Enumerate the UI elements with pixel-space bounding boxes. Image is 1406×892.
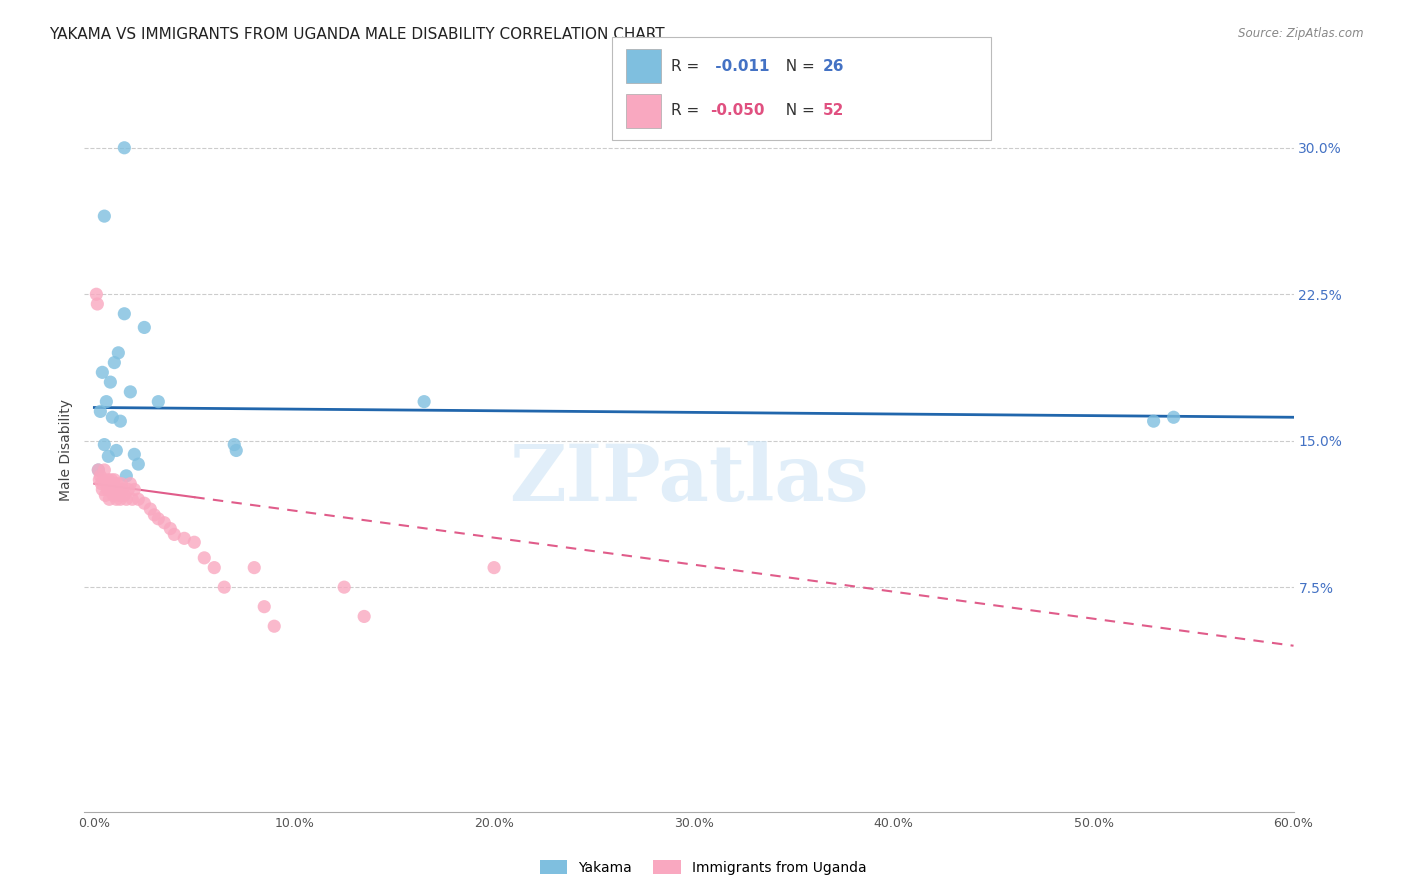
Point [91, 365, 114, 379]
Point [112, 307, 135, 321]
Point [105, 443, 128, 458]
Point [94, 488, 117, 502]
Text: N =: N = [776, 103, 820, 118]
Point [98, 492, 121, 507]
Point [148, 394, 170, 409]
Legend: Yakama, Immigrants from Uganda: Yakama, Immigrants from Uganda [534, 855, 872, 880]
Point [124, 483, 146, 497]
Point [96, 483, 118, 497]
Text: 26: 26 [823, 59, 844, 73]
Point [105, 476, 128, 491]
Point [121, 492, 143, 507]
Point [96, 394, 118, 409]
Point [117, 483, 139, 497]
Point [112, 488, 135, 502]
Point [263, 619, 285, 633]
Point [90, 476, 112, 491]
Point [482, 560, 505, 574]
Point [93, 209, 115, 223]
Point [89, 473, 111, 487]
Point [107, 346, 129, 360]
Text: -0.011: -0.011 [710, 59, 769, 73]
Point [124, 447, 146, 461]
Point [111, 483, 134, 497]
Point [93, 473, 115, 487]
Point [225, 443, 247, 458]
Text: R =: R = [671, 59, 704, 73]
Point [112, 141, 135, 155]
Point [159, 522, 181, 536]
Text: -0.050: -0.050 [710, 103, 765, 118]
Point [127, 457, 149, 471]
Text: N =: N = [776, 59, 820, 73]
Point [98, 375, 121, 389]
Point [1163, 410, 1185, 425]
Point [101, 410, 124, 425]
Point [120, 476, 142, 491]
Point [105, 492, 128, 507]
Point [110, 414, 132, 428]
Point [115, 492, 138, 507]
Point [86, 297, 108, 311]
Point [89, 468, 111, 483]
Point [96, 476, 118, 491]
Text: ZIPatlas: ZIPatlas [509, 442, 869, 517]
Point [120, 384, 142, 399]
Point [101, 476, 124, 491]
Point [148, 512, 170, 526]
Point [108, 488, 131, 502]
Point [87, 463, 110, 477]
Point [163, 527, 186, 541]
Point [173, 532, 195, 546]
Point [97, 473, 120, 487]
Point [93, 437, 115, 451]
Point [153, 516, 176, 530]
Point [87, 463, 110, 477]
Point [89, 404, 111, 418]
Point [127, 492, 149, 507]
Point [97, 450, 120, 464]
Point [103, 355, 125, 369]
Point [91, 483, 114, 497]
Text: R =: R = [671, 103, 704, 118]
Point [243, 560, 266, 574]
Point [183, 535, 205, 549]
Point [93, 463, 115, 477]
Point [98, 483, 121, 497]
Point [139, 502, 162, 516]
Point [100, 473, 122, 487]
Point [107, 483, 129, 497]
Point [214, 580, 236, 594]
Point [224, 437, 246, 451]
Y-axis label: Male Disability: Male Disability [59, 400, 73, 501]
Point [134, 320, 156, 334]
Point [1142, 414, 1164, 428]
Point [86, 287, 108, 301]
Point [253, 599, 276, 614]
Point [134, 496, 156, 510]
Point [202, 560, 225, 574]
Text: Source: ZipAtlas.com: Source: ZipAtlas.com [1239, 27, 1364, 40]
Point [413, 394, 436, 409]
Point [104, 483, 127, 497]
Text: 52: 52 [823, 103, 844, 118]
Point [110, 492, 132, 507]
Point [143, 508, 166, 522]
Point [353, 609, 375, 624]
Point [110, 476, 132, 491]
Point [333, 580, 356, 594]
Point [103, 488, 125, 502]
Point [103, 473, 125, 487]
Text: YAKAMA VS IMMIGRANTS FROM UGANDA MALE DISABILITY CORRELATION CHART: YAKAMA VS IMMIGRANTS FROM UGANDA MALE DI… [49, 27, 665, 42]
Point [115, 468, 138, 483]
Point [193, 550, 215, 565]
